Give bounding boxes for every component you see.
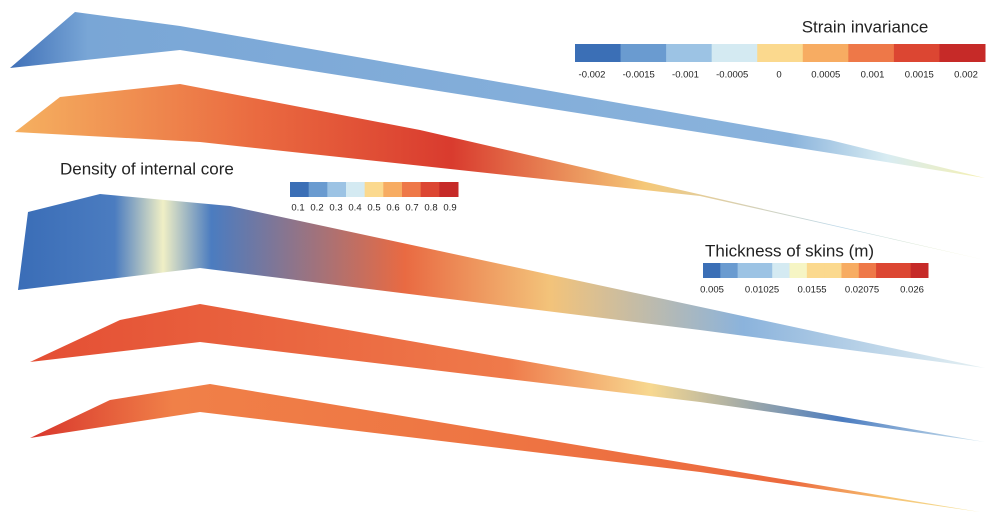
colorbar-tick-label: 0 xyxy=(776,70,781,81)
colorbar-tick-label: -0.002 xyxy=(579,70,606,81)
blade xyxy=(10,12,985,178)
colorbar-tick-label: 0.8 xyxy=(424,203,437,214)
colorbar-tick-label: 0.002 xyxy=(954,70,978,81)
colorbar-cell xyxy=(383,182,403,197)
colorbar-tick-label: 0.6 xyxy=(386,203,399,214)
colorbar-tick-label: 0.005 xyxy=(700,285,724,296)
colorbar-cell xyxy=(703,263,721,278)
colorbar-tick-label: 0.3 xyxy=(329,203,342,214)
colorbar-cell xyxy=(439,182,459,197)
colorbar-tick-label: 0.0155 xyxy=(797,285,826,296)
colorbar-cell xyxy=(737,263,756,278)
colorbar-tick-label: 0.001 xyxy=(861,70,885,81)
legends: Strain invariance -0.002 -0.0015 -0.001 -0.0… xyxy=(60,17,986,296)
colorbar-cell xyxy=(666,44,713,62)
blade xyxy=(30,304,985,442)
colorbar-cell xyxy=(364,182,384,197)
colorbar-cell xyxy=(841,263,860,278)
colorbar-tick-label: -0.0005 xyxy=(716,70,748,81)
colorbar-cell xyxy=(620,44,667,62)
colorbar-tick-label: 0.02075 xyxy=(845,285,879,296)
colorbar-tick-label: 0.4 xyxy=(348,203,361,214)
colorbar-cell xyxy=(802,44,849,62)
colorbar-cell xyxy=(711,44,758,62)
colorbar-cell xyxy=(575,44,622,62)
colorbar-cell xyxy=(346,182,366,197)
legend-title: Density of internal core xyxy=(60,159,234,178)
colorbar-cell xyxy=(806,263,825,278)
colorbar-cell xyxy=(939,44,986,62)
legend-title: Thickness of skins (m) xyxy=(705,241,874,260)
colorbar-tick-label: -0.001 xyxy=(672,70,699,81)
colorbar-cell xyxy=(876,263,894,278)
colorbar-tick-label: 0.01025 xyxy=(745,285,779,296)
colorbar-cell xyxy=(420,182,440,197)
legend-title: Strain invariance xyxy=(802,17,929,36)
colorbar-cell xyxy=(893,44,940,62)
colorbar-tick-label: 0.1 xyxy=(291,203,304,214)
colorbar-tick-label: 0.026 xyxy=(900,285,924,296)
colorbar-cell xyxy=(824,263,842,278)
blade xyxy=(18,194,985,368)
colorbar-cell xyxy=(858,263,877,278)
colorbar-cell xyxy=(893,263,912,278)
colorbar-tick-label: 0.0015 xyxy=(905,70,934,81)
colorbar-cell xyxy=(910,263,929,278)
colorbar-cell xyxy=(720,263,739,278)
blade xyxy=(15,84,985,260)
colorbar-tick-label: 0.9 xyxy=(443,203,456,214)
colorbar-tick-label: 0.2 xyxy=(310,203,323,214)
colorbar-tick-label: -0.0015 xyxy=(623,70,655,81)
colorbar-cell xyxy=(402,182,422,197)
colorbar-cell xyxy=(327,182,347,197)
colorbar-cell xyxy=(754,263,773,278)
colorbar-tick-label: 0.0005 xyxy=(811,70,840,81)
colorbar-cell xyxy=(290,182,310,197)
colorbar-cell xyxy=(848,44,895,62)
blade xyxy=(30,384,980,512)
colorbar-tick-label: 0.7 xyxy=(405,203,418,214)
colorbar-tick-label: 0.5 xyxy=(367,203,380,214)
colorbar-cell xyxy=(308,182,328,197)
colorbar-cell xyxy=(789,263,808,278)
colorbar-cell xyxy=(757,44,804,62)
colorbar-cell xyxy=(772,263,791,278)
